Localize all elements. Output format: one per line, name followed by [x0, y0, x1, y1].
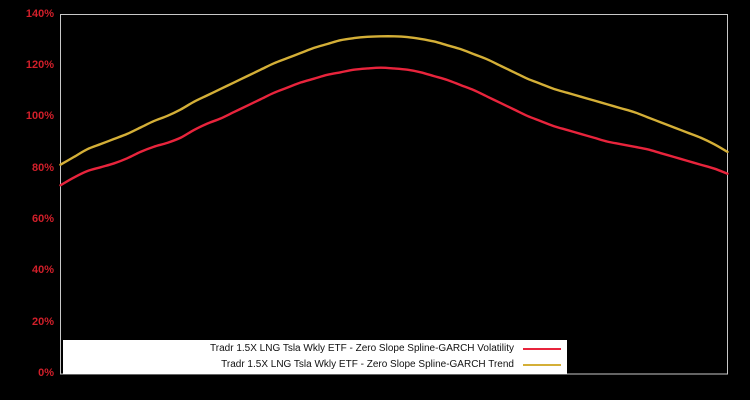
- series-layer: [59, 35, 729, 187]
- y-axis-tick-40pct: 40%: [31, 264, 54, 277]
- legend-swatch-trend: [523, 364, 561, 366]
- series-line-trend: [59, 35, 729, 166]
- legend-label-volatility: Tradr 1.5X LNG Tsla Wkly ETF - Zero Slop…: [210, 343, 514, 354]
- series-line-volatility: [59, 66, 729, 187]
- y-axis-tick-80pct: 80%: [31, 161, 54, 174]
- plot-frame: [60, 14, 728, 375]
- y-axis-tick-20pct: 20%: [31, 315, 54, 328]
- legend-item-trend[interactable]: Tradr 1.5X LNG Tsla Wkly ETF - Zero Slop…: [63, 357, 567, 373]
- legend-swatch-volatility: [523, 348, 561, 350]
- legend-label-trend: Tradr 1.5X LNG Tsla Wkly ETF - Zero Slop…: [221, 359, 514, 370]
- legend-item-volatility[interactable]: Tradr 1.5X LNG Tsla Wkly ETF - Zero Slop…: [63, 341, 567, 357]
- chart-legend[interactable]: Tradr 1.5X LNG Tsla Wkly ETF - Zero Slop…: [63, 340, 567, 374]
- y-axis-tick-100pct: 100%: [25, 110, 54, 123]
- y-axis-tick-0pct: 0%: [38, 367, 54, 379]
- y-axis-tick-140pct: 140%: [25, 7, 54, 20]
- y-axis-tick-120pct: 120%: [25, 58, 54, 71]
- y-axis-tick-60pct: 60%: [31, 212, 54, 225]
- y-axis-tick-labels: 0% 20% 40% 60% 80% 100% 120% 140%: [0, 0, 54, 400]
